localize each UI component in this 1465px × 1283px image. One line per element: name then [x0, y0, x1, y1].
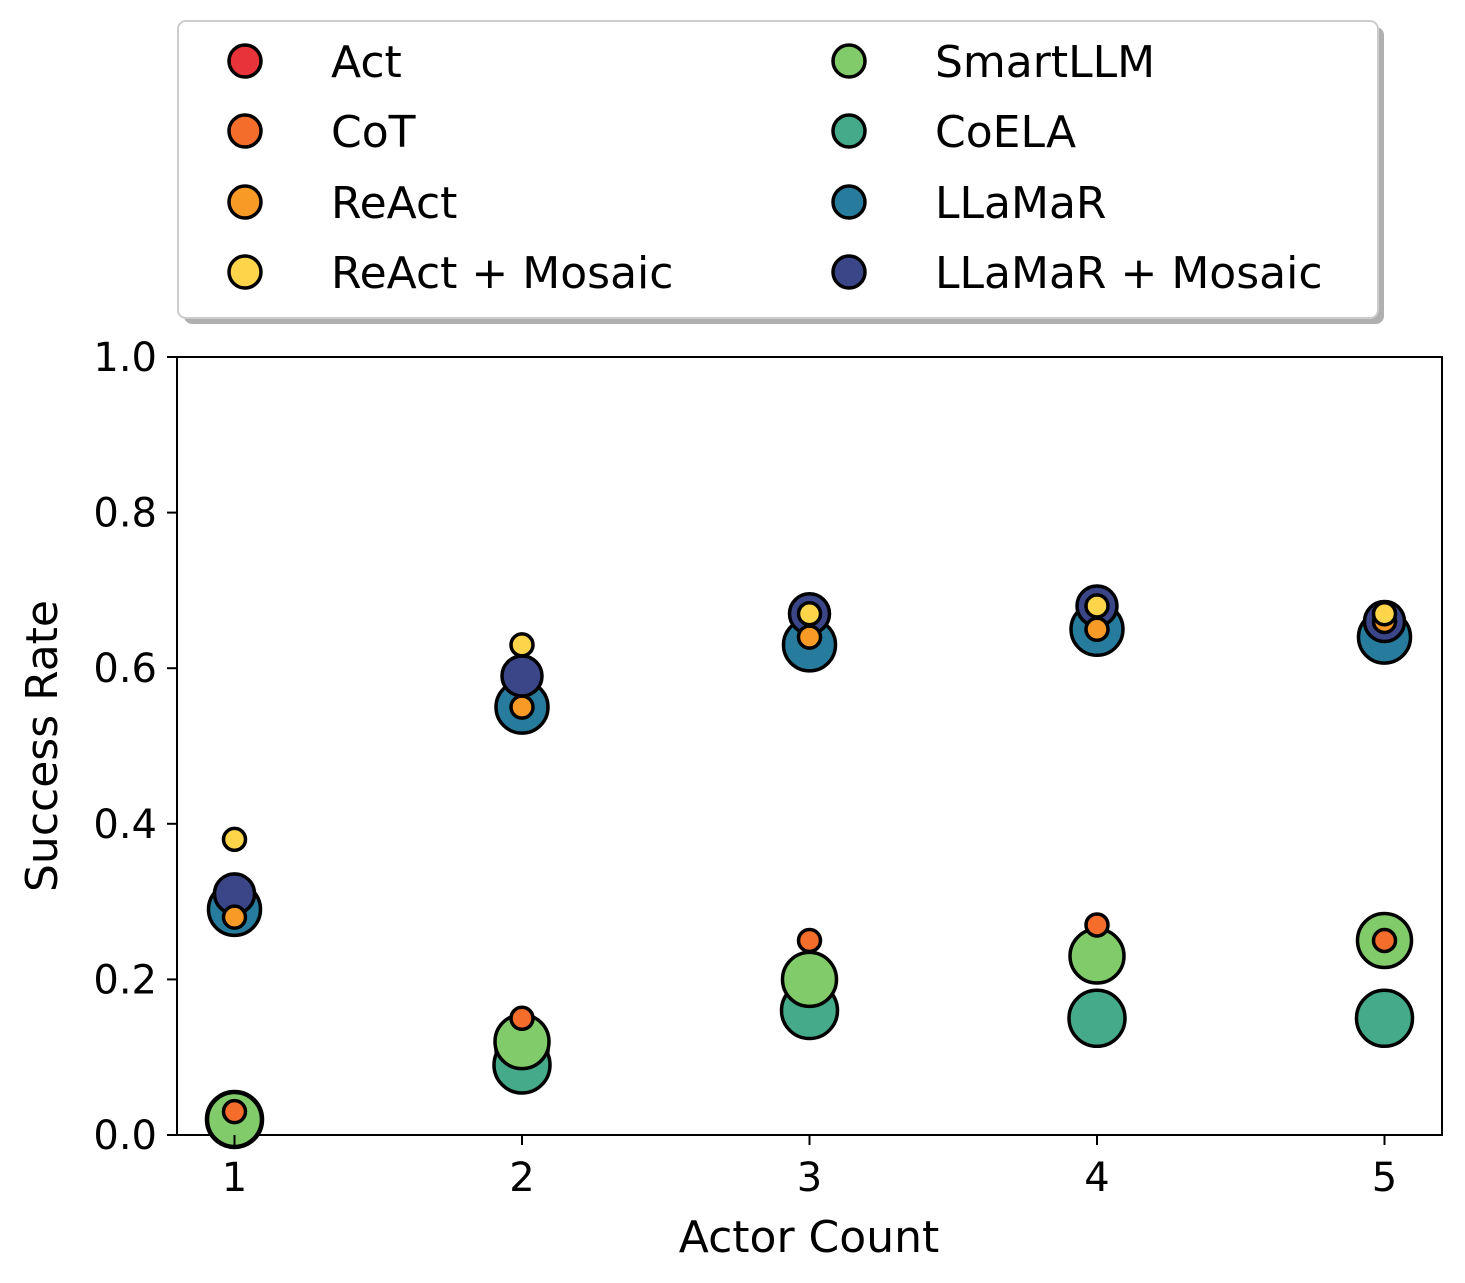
- y-tick-label: 0.2: [93, 957, 157, 1003]
- marker-cot: [1371, 927, 1398, 954]
- marker-react: [1084, 616, 1110, 643]
- y-tick-label: 1.0: [93, 335, 157, 381]
- legend-marker-coela: [831, 113, 867, 149]
- legend-label-react: ReAct: [331, 178, 457, 229]
- legend-marker-cot: [227, 113, 263, 149]
- marker-react-mosaic: [796, 600, 823, 627]
- legend-marker-react: [227, 184, 263, 220]
- marker-react: [796, 624, 823, 650]
- y-ticks: 0.0 0.2 0.4 0.6 0.8 1.0: [93, 335, 177, 1159]
- legend-marker-act: [227, 43, 263, 79]
- marker-smartllm: [780, 950, 839, 1009]
- marker-react-mosaic: [509, 632, 535, 658]
- x-tick-label: 4: [1084, 1155, 1109, 1201]
- y-tick-label: 0.8: [93, 491, 157, 537]
- legend-label-cot: CoT: [331, 107, 416, 158]
- legend-label-act: Act: [331, 37, 402, 88]
- legend-marker-llamar: [831, 184, 867, 220]
- x-ticks: 1 2 3 4 5: [222, 1135, 1397, 1201]
- legend-marker-react-mosaic: [227, 254, 263, 290]
- legend-items: Act CoT ReAct ReAct + Mosaic SmartLLM CoELA LL…: [227, 37, 1323, 299]
- marker-coela: [1067, 988, 1127, 1049]
- plot-area: 1 2 3 4 5 0.0 0.2 0.4 0.6 0.8 1.0: [93, 335, 1443, 1201]
- x-tick-label: 1: [222, 1155, 247, 1201]
- legend-label-llamar: LLaMaR: [935, 178, 1107, 229]
- marker-cot: [796, 927, 823, 954]
- marker-react-mosaic: [1084, 593, 1110, 619]
- legend-frame: [177, 20, 1379, 319]
- legend-label-smartllm: SmartLLM: [935, 37, 1155, 88]
- marker-react: [221, 904, 248, 930]
- legend-label-coela: CoELA: [935, 107, 1076, 158]
- y-tick-label: 0.0: [93, 1113, 157, 1159]
- x-axis-label: Actor Count: [679, 1212, 939, 1263]
- x-tick-label: 2: [509, 1155, 534, 1201]
- x-tick-label: 3: [797, 1155, 822, 1201]
- marker-coela: [1354, 988, 1415, 1049]
- marker-react-mosaic: [221, 826, 248, 853]
- legend-label-react-mosaic: ReAct + Mosaic: [331, 248, 673, 299]
- legend-marker-llamar-mosaic: [831, 254, 867, 290]
- marker-cot: [221, 1098, 248, 1125]
- y-tick-label: 0.6: [93, 646, 157, 692]
- y-axis-label: Success Rate: [17, 600, 68, 892]
- marker-llamar-mosaic: [500, 654, 544, 698]
- legend-label-llamar-mosaic: LLaMaR + Mosaic: [935, 248, 1323, 299]
- legend-marker-smartllm: [831, 43, 867, 79]
- marker-react-mosaic: [1371, 600, 1398, 627]
- marker-cot: [509, 1005, 535, 1032]
- marker-cot: [1084, 912, 1110, 938]
- y-tick-label: 0.4: [93, 802, 157, 848]
- legend: Act CoT ReAct ReAct + Mosaic SmartLLM CoELA LL…: [177, 20, 1384, 324]
- markers: [204, 584, 1415, 1150]
- marker-react: [509, 694, 535, 720]
- x-tick-label: 5: [1372, 1155, 1397, 1201]
